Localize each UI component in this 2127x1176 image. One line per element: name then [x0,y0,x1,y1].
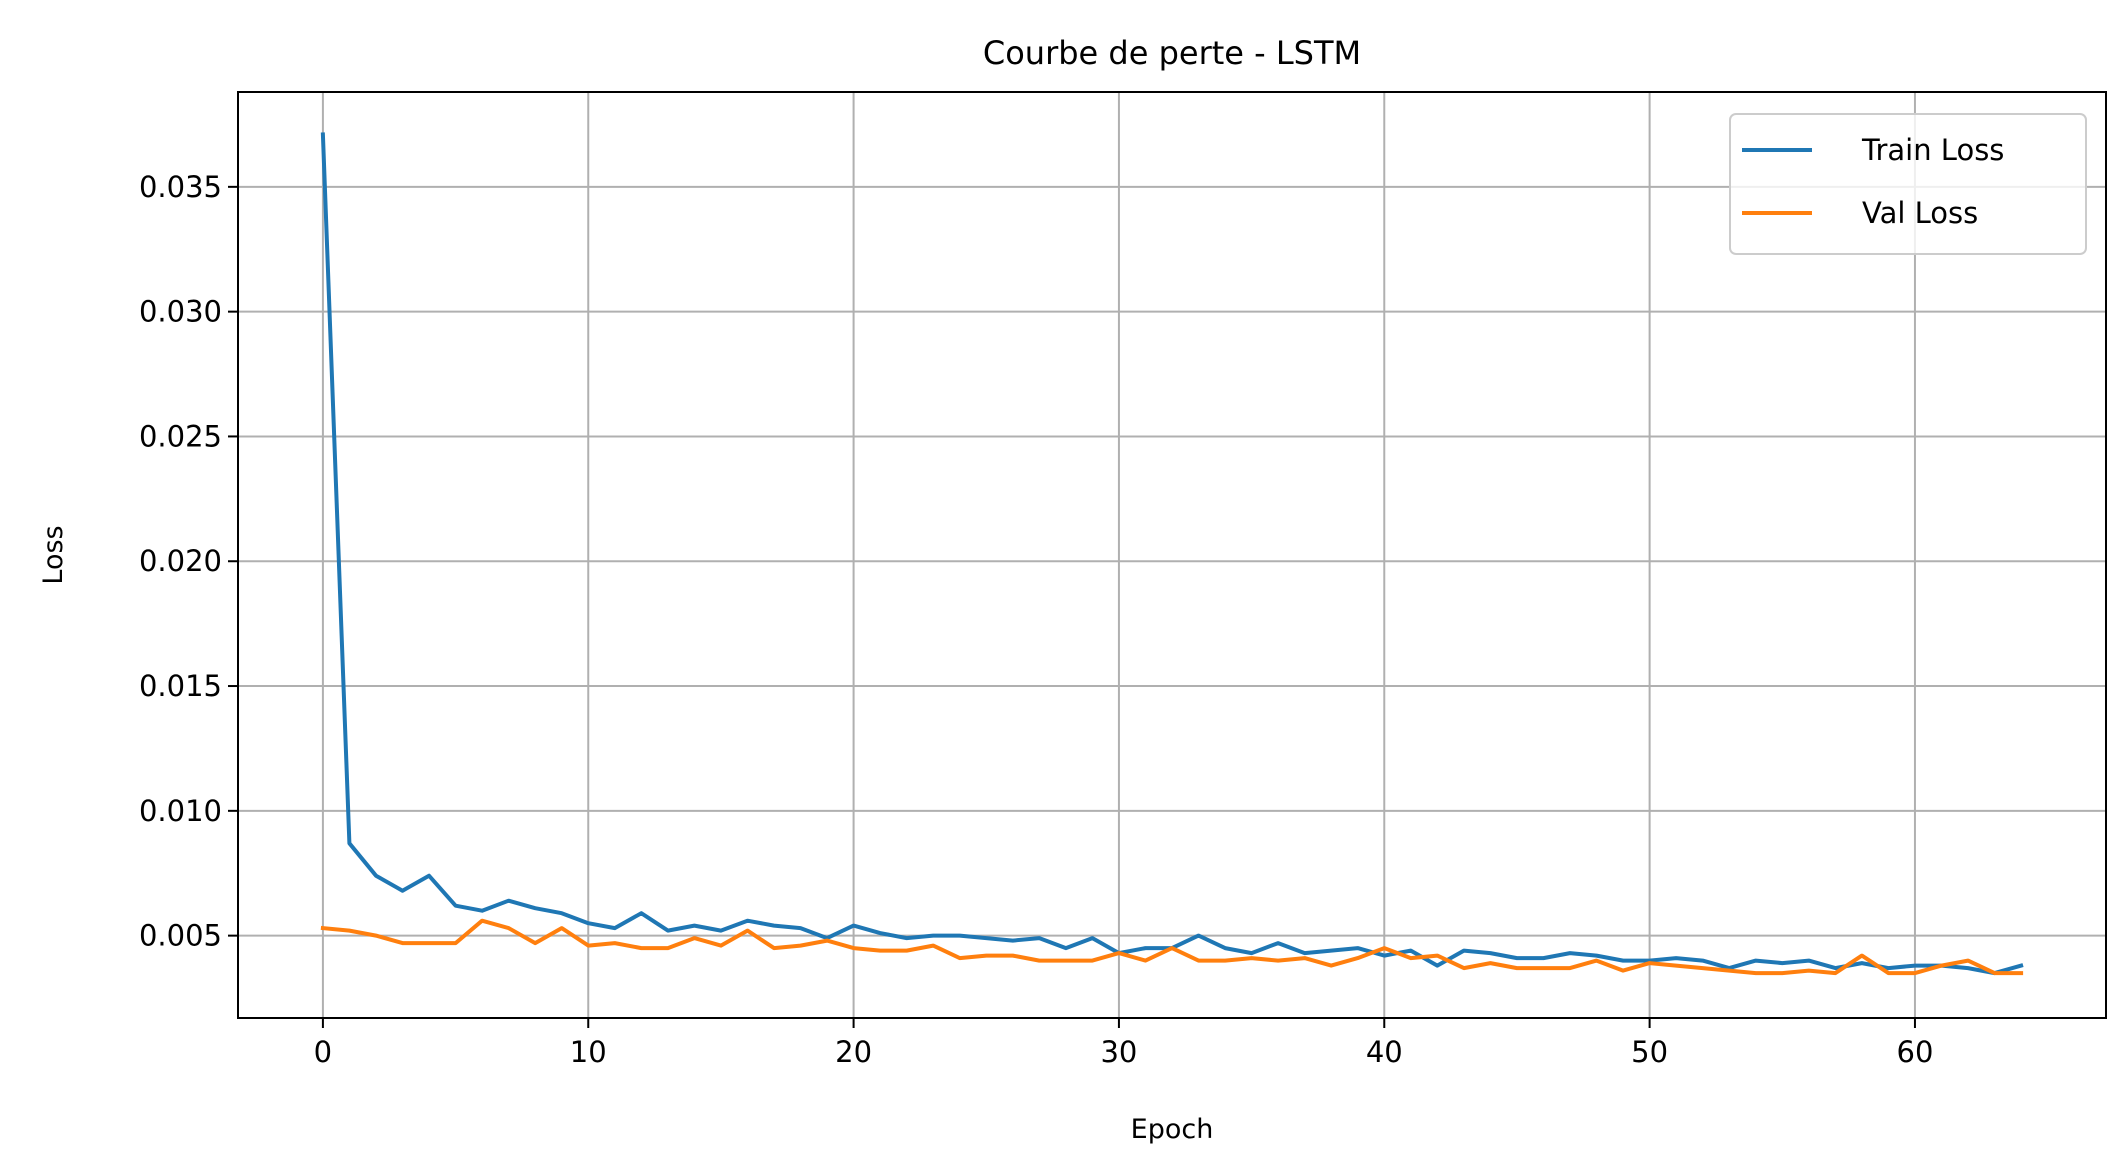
legend: Train Loss Val Loss [1729,113,2087,255]
x-gridlines [321,92,1916,1018]
x-tick-label: 60 [1897,1035,1934,1069]
x-axis-label: Epoch [1131,1114,1214,1145]
y-axis-ticks: 0.005 0.010 0.015 0.020 0.025 0.030 0.035 [139,170,238,953]
series-layer [320,132,2024,976]
y-tick-label: 0.025 [139,419,222,453]
y-tick-label: 0.030 [139,295,222,329]
x-tick-label: 50 [1631,1035,1668,1069]
y-tick-label: 0.015 [139,669,222,703]
x-tick-label: 30 [1100,1035,1137,1069]
plot-frame [237,91,2107,1019]
chart-title: Courbe de perte - LSTM [983,34,1361,72]
legend-label-val-loss: Val Loss [1862,196,1978,230]
y-tick-label: 0.035 [139,170,222,204]
legend-label-train-loss: Train Loss [1861,133,2004,167]
x-tick-label: 0 [314,1035,332,1069]
y-tick-label: 0.010 [139,794,222,828]
y-tick-label: 0.020 [139,544,222,578]
x-axis-ticks: 0 10 20 30 40 50 60 [314,1018,1934,1069]
y-axis-label: Loss [38,525,69,584]
x-tick-label: 20 [835,1035,872,1069]
series-line-val-loss [320,918,2024,976]
y-tick-label: 0.005 [139,919,222,953]
x-tick-label: 40 [1366,1035,1403,1069]
x-tick-label: 10 [570,1035,607,1069]
legend-box [1729,113,2087,255]
